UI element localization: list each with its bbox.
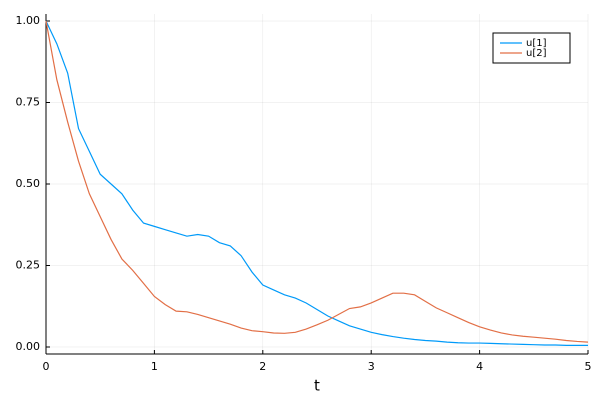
legend-label: u[1]	[526, 38, 547, 49]
series-line	[45, 20, 589, 343]
x-tick-label: 2	[259, 360, 266, 373]
x-tick-label: 4	[476, 360, 483, 373]
legend-label: u[2]	[526, 48, 547, 59]
x-tick-label: 0	[43, 360, 50, 373]
legend-box	[492, 32, 571, 64]
y-tick-label: 0.00	[16, 340, 41, 353]
x-tick-label: 1	[151, 360, 158, 373]
x-tick-label: 3	[368, 360, 375, 373]
y-tick-label: 0.25	[16, 258, 41, 271]
x-axis-label: t	[314, 377, 320, 395]
series-line	[45, 20, 588, 346]
y-tick-label: 0.50	[16, 177, 41, 190]
x-tick-label: 5	[585, 360, 592, 373]
y-tick-label: 0.75	[16, 96, 41, 109]
y-tick-label: 1.00	[16, 14, 41, 27]
